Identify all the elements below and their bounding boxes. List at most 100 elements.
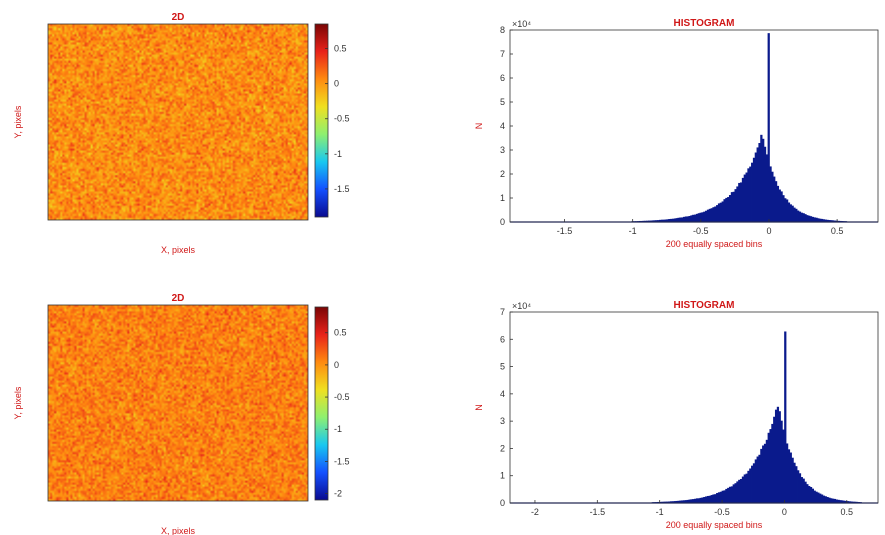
heatmap-image [48, 24, 308, 220]
histogram-bar [719, 491, 722, 503]
histogram-bar [745, 473, 748, 503]
histogram-bar [749, 468, 752, 503]
histogram-bar [754, 459, 757, 503]
histogram-bar [811, 216, 814, 222]
histogram-ytick-label: 6 [500, 73, 505, 83]
histogram-bar [762, 138, 765, 222]
histogram-bar [843, 500, 846, 503]
histogram-ytick-label: 7 [500, 307, 505, 317]
histogram-bar [736, 186, 739, 222]
histogram-bar [692, 214, 695, 222]
histogram-bar [789, 452, 792, 503]
histogram-ytick-label: 3 [500, 145, 505, 155]
histogram-bar [675, 218, 678, 222]
heatmap-frame [47, 23, 309, 221]
histogram-bar [822, 495, 826, 503]
histogram-bar [806, 484, 809, 503]
histogram-bar [695, 213, 699, 222]
histogram-bar [694, 498, 697, 503]
histogram-bar [651, 220, 654, 222]
histogram-bar [819, 493, 822, 503]
histogram-bar [804, 481, 807, 503]
histogram-bar [752, 157, 756, 222]
histogram-bar [828, 497, 831, 503]
histogram-bar [705, 496, 708, 503]
histogram-bar [681, 217, 684, 222]
histogram-bar [677, 500, 680, 503]
histogram-bar [677, 217, 680, 222]
histogram-bar [793, 462, 796, 503]
histogram-bar [756, 456, 759, 503]
histogram-bar [734, 483, 737, 503]
histogram-bar [675, 500, 678, 503]
histogram-ytick-label: 5 [500, 362, 505, 372]
histogram-bar [681, 500, 684, 503]
histogram-bar [708, 495, 711, 503]
histogram-ytick-label: 1 [500, 193, 505, 203]
histogram-bar [673, 501, 676, 503]
histogram-bar [694, 214, 697, 222]
histogram-ytick-label: 5 [500, 97, 505, 107]
histogram-xtick-label: -1.5 [557, 226, 573, 236]
histogram-bar [767, 33, 770, 223]
histogram-bar [717, 203, 721, 222]
histogram-bar [690, 499, 693, 503]
heatmap-image [48, 305, 308, 501]
histogram-bar [767, 432, 770, 503]
heatmap-ylabel: Y, pixels [13, 105, 23, 138]
histogram-bar [701, 497, 704, 503]
histogram-bar [819, 218, 822, 222]
heatmap-ylabel: Y, pixels [13, 386, 23, 419]
histogram-bar [714, 494, 717, 503]
histogram-bar [747, 168, 750, 222]
colorbar-tick-label: 0.5 [334, 328, 347, 338]
histogram-bar [793, 207, 796, 222]
histogram-bar [686, 499, 689, 503]
histogram-bar [820, 494, 824, 503]
histogram-bar [708, 208, 711, 222]
histogram-bar [712, 494, 715, 503]
histogram-xtick-label: -1 [656, 507, 664, 517]
histogram-bar [771, 171, 774, 222]
heatmap-frame [47, 304, 309, 502]
histogram-bar [710, 495, 713, 503]
histogram-bar [668, 219, 671, 222]
histogram-bar [741, 476, 745, 503]
histogram-bar [826, 219, 829, 222]
histogram-bar [846, 501, 849, 503]
histogram-xtick-label: 0 [782, 507, 787, 517]
histogram-bar [809, 487, 813, 503]
histogram-bar [688, 499, 691, 503]
histogram-bar [795, 208, 798, 222]
histogram-bar [815, 491, 818, 503]
histogram-bar [848, 501, 851, 503]
heatmap-xlabel: X, pixels [161, 526, 196, 535]
histogram-bar [832, 220, 835, 222]
histogram-bar [795, 466, 798, 503]
histogram-bar [778, 411, 781, 503]
histogram-bar [660, 219, 664, 222]
histogram-bar [660, 501, 664, 503]
heatmap-title: 2D [172, 293, 185, 304]
histogram-bar [703, 496, 706, 503]
histogram-bar [721, 201, 724, 222]
histogram-bar [809, 216, 813, 222]
histogram-bar [782, 195, 785, 222]
histogram-bar [644, 220, 647, 222]
histogram-bar [762, 445, 765, 503]
histogram-bar [752, 463, 756, 503]
histogram-bar [679, 500, 682, 503]
histogram-bar [664, 219, 667, 222]
histogram-title: HISTOGRAM [674, 18, 735, 29]
histogram-bar [719, 202, 722, 222]
histogram-bar [765, 154, 768, 222]
histogram-bar [682, 500, 686, 503]
histogram-bar [734, 189, 737, 222]
histogram-bar [732, 484, 735, 503]
histogram-bar [743, 474, 746, 503]
histogram-bar [756, 147, 759, 222]
colorbar [315, 24, 328, 217]
histogram-bar [728, 486, 732, 503]
histogram-bar [797, 470, 800, 503]
